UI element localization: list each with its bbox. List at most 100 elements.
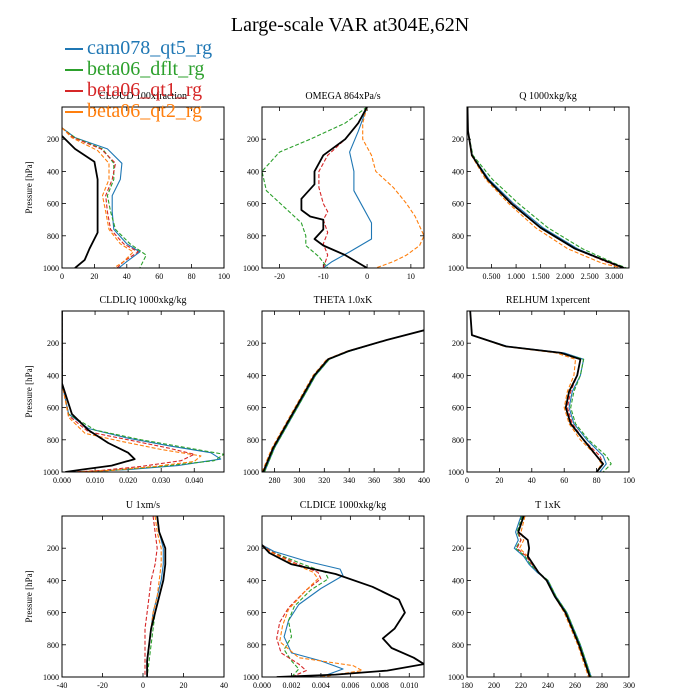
chart-frame [61, 310, 225, 473]
x-tick-label: 40 [220, 681, 228, 690]
series-group [513, 516, 592, 677]
x-tick-label: 280 [268, 476, 280, 485]
y-tick-label: 400 [47, 371, 59, 380]
legend-swatch [65, 90, 83, 92]
legend-swatch [65, 111, 83, 113]
y-tick-label: 200 [452, 339, 464, 348]
x-tick-label: 80 [593, 476, 601, 485]
chart-title: RELHUM 1xpercent [506, 295, 590, 306]
figure-title: Large-scale VAR at304E,62N [230, 14, 470, 36]
y-tick-label: 800 [47, 641, 59, 650]
y-tick-label: 800 [247, 232, 259, 241]
x-tick-label: 40 [528, 476, 536, 485]
x-tick-label: 0.500 [483, 272, 501, 281]
series-line [262, 544, 363, 677]
x-tick-label: 1.000 [507, 272, 525, 281]
series-line [469, 311, 603, 472]
series-line [519, 516, 590, 677]
y-tick-label: 400 [452, 167, 464, 176]
series-line [467, 107, 627, 268]
y-axis-label: Pressure [hPa] [24, 365, 34, 417]
y-tick-label: 1000 [43, 264, 59, 273]
series-group [62, 311, 224, 472]
y-tick-label: 400 [452, 576, 464, 585]
series-group [262, 544, 424, 677]
x-tick-label: 300 [623, 681, 635, 690]
y-tick-label: 1000 [243, 468, 259, 477]
series-line [322, 107, 373, 268]
x-tick-label: 0 [60, 272, 64, 281]
x-tick-label: 0.030 [152, 476, 170, 485]
chart-frame [466, 515, 630, 678]
y-tick-label: 400 [247, 371, 259, 380]
y-tick-label: 400 [47, 167, 59, 176]
y-tick-label: 400 [247, 167, 259, 176]
y-tick-label: 1000 [243, 264, 259, 273]
x-tick-label: 3.000 [605, 272, 623, 281]
y-tick-label: 1000 [43, 468, 59, 477]
series-line [467, 107, 625, 268]
y-tick-label: 200 [247, 135, 259, 144]
series-line [146, 516, 167, 677]
x-tick-label: 0.002 [282, 681, 300, 690]
y-tick-label: 200 [47, 135, 59, 144]
series-line [262, 544, 424, 677]
y-tick-label: 1000 [243, 673, 259, 682]
series-line [62, 311, 202, 472]
series-line [318, 107, 368, 268]
legend-swatch [65, 48, 83, 50]
series-line [144, 516, 158, 677]
series-line [62, 127, 139, 268]
legend-item: beta06_dflt_rg [65, 59, 212, 80]
series-line [262, 107, 368, 268]
legend-label: cam078_qt5_rg [87, 37, 213, 59]
y-tick-label: 200 [247, 339, 259, 348]
series-line [517, 516, 591, 677]
series-group [469, 311, 612, 472]
chart-panel: CLDLIQ 1000xkg/kg Pressure [hPa] 200 400 600… [24, 295, 225, 485]
chart-frame [61, 106, 225, 269]
legend-label: beta06_qt1_rg [87, 79, 203, 101]
series-line [262, 329, 424, 472]
x-tick-label: -20 [97, 681, 108, 690]
y-tick-label: 600 [247, 609, 259, 618]
series-group [62, 127, 147, 268]
x-tick-label: 200 [488, 681, 500, 690]
x-tick-label: 0.004 [312, 681, 330, 690]
y-axis-label: Pressure [hPa] [24, 161, 34, 213]
legend-item: cam078_qt5_rg [65, 38, 212, 59]
series-group [144, 516, 167, 677]
y-tick-label: 600 [452, 609, 464, 618]
chart-title: THETA 1.0xK [314, 295, 373, 306]
x-tick-label: 2.000 [556, 272, 574, 281]
y-tick-label: 200 [452, 135, 464, 144]
x-tick-label: 220 [515, 681, 527, 690]
y-tick-label: 400 [247, 576, 259, 585]
y-tick-label: 1000 [43, 673, 59, 682]
x-tick-label: -20 [274, 272, 285, 281]
chart-title: T 1xK [535, 500, 561, 511]
chart-panel: OMEGA 864xPa/s 200 400 600 800 1000 -20 -10 0 10 [243, 91, 425, 281]
legend-label: beta06_dflt_rg [87, 58, 205, 80]
series-line [467, 107, 622, 268]
y-tick-label: 600 [47, 200, 59, 209]
x-tick-label: -40 [57, 681, 68, 690]
y-tick-label: 800 [452, 436, 464, 445]
x-tick-label: 0.010 [400, 681, 418, 690]
x-tick-label: 1.500 [532, 272, 550, 281]
legend: cam078_qt5_rg beta06_dflt_rg beta06_qt1_… [65, 38, 212, 122]
x-tick-label: 180 [461, 681, 473, 690]
y-tick-label: 800 [47, 436, 59, 445]
series-line [62, 311, 222, 472]
x-tick-label: 280 [596, 681, 608, 690]
chart-panel: Q 1000xkg/kg 200 400 600 800 1000 0.500 1.000 1.… [448, 91, 630, 281]
x-tick-label: 100 [623, 476, 635, 485]
series-line [263, 329, 424, 472]
chart-panel: THETA 1.0xK 200 400 600 800 1000 280 300 320 340 3… [243, 295, 430, 485]
x-tick-label: 0.006 [341, 681, 359, 690]
y-tick-label: 600 [247, 404, 259, 413]
